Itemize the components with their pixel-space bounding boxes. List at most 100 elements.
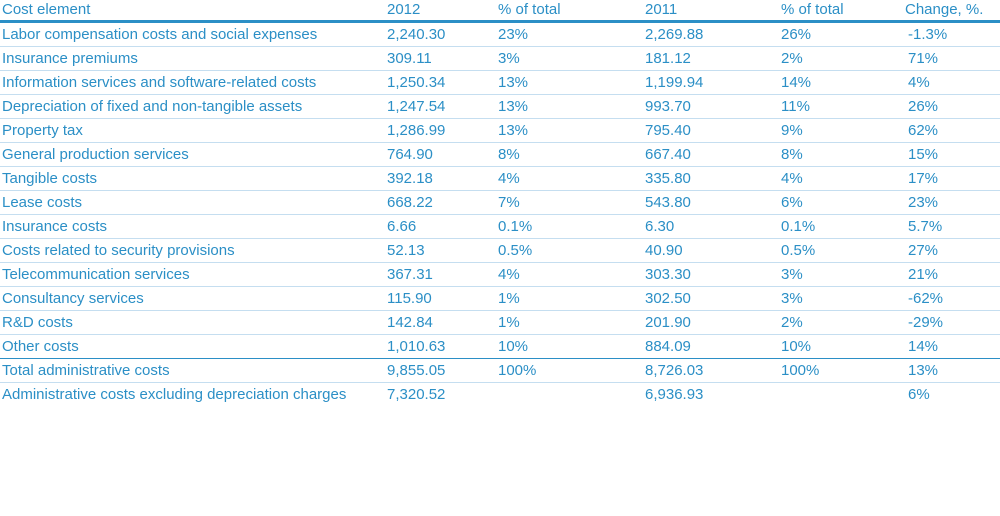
cell-pct-2012: 13%	[498, 74, 529, 91]
cell-cost-element: Property tax	[2, 122, 83, 139]
cell-pct-2011: 0.5%	[781, 242, 816, 259]
cell-2011: 201.90	[645, 314, 691, 331]
cell-change: 27%	[908, 242, 939, 259]
cell-change: 23%	[908, 194, 939, 211]
cell-cost-element: Costs related to security provisions	[2, 242, 235, 259]
cell-2011: 181.12	[645, 50, 691, 67]
cell-change: 62%	[908, 122, 939, 139]
cell-change: -1.3%	[908, 26, 948, 43]
cell-2011: 40.90	[645, 242, 683, 259]
cell-pct-2011	[779, 383, 904, 407]
cell-pct-2012: 4%	[498, 266, 520, 283]
cell-2011: 8,726.03	[645, 362, 704, 379]
table-row: Depreciation of fixed and non-tangible a…	[0, 95, 1000, 119]
header-2012: 2012	[387, 1, 421, 18]
cell-2011: 335.80	[645, 170, 691, 187]
cell-cost-element: Telecommunication services	[2, 266, 190, 283]
cell-pct-2011: 11%	[781, 98, 810, 115]
cell-pct-2011: 8%	[781, 146, 803, 163]
cell-pct-2011: 9%	[781, 122, 803, 139]
cell-change: 4%	[908, 74, 930, 91]
cell-pct-2012: 4%	[498, 170, 520, 187]
cell-pct-2011: 0.1%	[781, 218, 816, 235]
cell-2011: 6.30	[645, 218, 675, 235]
table-row: Consultancy services 115.90 1% 302.50 3% -62%	[0, 287, 1000, 311]
cell-change: 15%	[908, 146, 939, 163]
cell-pct-2011: 100%	[781, 362, 820, 379]
header-2011: 2011	[645, 1, 678, 18]
table-body: Labor compensation costs and social expe…	[0, 22, 1000, 407]
cell-pct-2012: 13%	[498, 122, 529, 139]
cell-change: 71%	[908, 50, 939, 67]
cell-pct-2011: 10%	[781, 338, 812, 355]
cell-pct-2012: 23%	[498, 26, 529, 43]
table-row: Telecommunication services 367.31 4% 303.30…	[0, 263, 1000, 287]
cell-change: 14%	[908, 338, 939, 355]
cell-2012: 52.13	[387, 242, 425, 259]
table-row: Property tax 1,286.99 13% 795.40 9% 62%	[0, 119, 1000, 143]
cell-pct-2012: 7%	[498, 194, 520, 211]
cell-pct-2011: 14%	[781, 74, 812, 91]
cell-pct-2012: 1%	[498, 314, 520, 331]
cell-2011: 1,199.94	[645, 74, 704, 91]
cell-pct-2011: 2%	[781, 50, 803, 67]
table-row: R&D costs 142.84 1% 201.90 2% -29%	[0, 311, 1000, 335]
cell-2012: 392.18	[387, 170, 433, 187]
cell-change: -29%	[908, 314, 944, 331]
cell-pct-2012	[496, 383, 643, 407]
excl-depreciation-row: Administrative costs excluding depreciat…	[0, 383, 1000, 407]
cell-change: 17%	[908, 170, 939, 187]
table-row: Labor compensation costs and social expe…	[0, 22, 1000, 47]
cell-2012: 142.84	[387, 314, 433, 331]
cell-cost-element: Insurance costs	[2, 218, 108, 235]
cell-2011: 993.70	[645, 98, 691, 115]
cell-cost-element: Lease costs	[2, 194, 83, 211]
cell-change: 13%	[908, 362, 939, 379]
admin-costs-table: Cost element 2012 % of total 2011 % of t…	[0, 0, 1000, 407]
cell-2011: 667.40	[645, 146, 691, 163]
header-pct-2011: % of total	[781, 1, 844, 18]
cell-change: 6%	[908, 386, 930, 403]
cell-2012: 1,286.99	[387, 122, 446, 139]
total-row: Total administrative costs 9,855.05 100% 8,…	[0, 358, 1000, 383]
cell-cost-element: Consultancy services	[2, 290, 144, 307]
cell-2012: 309.11	[387, 50, 432, 67]
table-row: General production services 764.90 8% 667.4…	[0, 143, 1000, 167]
cell-2012: 6.66	[387, 218, 417, 235]
cell-pct-2011: 3%	[781, 290, 803, 307]
cell-pct-2012: 0.5%	[498, 242, 533, 259]
cell-2011: 6,936.93	[645, 386, 704, 403]
table-row: Other costs 1,010.63 10% 884.09 10% 14%	[0, 335, 1000, 359]
header-pct-2012: % of total	[498, 1, 561, 18]
cell-2012: 668.22	[387, 194, 433, 211]
cell-cost-element: Information services and software-relate…	[2, 74, 317, 91]
cell-2011: 302.50	[645, 290, 691, 307]
cell-cost-element: Depreciation of fixed and non-tangible a…	[2, 98, 303, 115]
cell-2011: 795.40	[645, 122, 691, 139]
cell-2012: 9,855.05	[387, 362, 446, 379]
cell-2012: 7,320.52	[387, 386, 446, 403]
cell-2012: 115.90	[387, 290, 432, 307]
header-row: Cost element 2012 % of total 2011 % of t…	[0, 0, 1000, 22]
cell-2012: 764.90	[387, 146, 433, 163]
cell-pct-2012: 1%	[498, 290, 520, 307]
table-row: Lease costs 668.22 7% 543.80 6% 23%	[0, 191, 1000, 215]
cell-pct-2012: 100%	[498, 362, 537, 379]
cell-change: 21%	[908, 266, 939, 283]
cell-2012: 1,247.54	[387, 98, 446, 115]
cell-2011: 303.30	[645, 266, 691, 283]
cell-2012: 1,010.63	[387, 338, 446, 355]
table-row: Costs related to security provisions 52.1…	[0, 239, 1000, 263]
cell-cost-element: General production services	[2, 146, 189, 163]
cell-pct-2011: 2%	[781, 314, 803, 331]
cell-cost-element: Insurance premiums	[2, 50, 138, 67]
table-row: Tangible costs 392.18 4% 335.80 4% 17%	[0, 167, 1000, 191]
cell-cost-element: R&D costs	[2, 314, 73, 331]
cell-cost-element: Other costs	[2, 338, 79, 355]
header-cost-element: Cost element	[2, 1, 91, 18]
table-row: Information services and software-relate…	[0, 71, 1000, 95]
cell-2011: 884.09	[645, 338, 691, 355]
cell-change: 26%	[908, 98, 939, 115]
cell-pct-2011: 6%	[781, 194, 803, 211]
cell-cost-element: Total administrative costs	[2, 362, 170, 379]
